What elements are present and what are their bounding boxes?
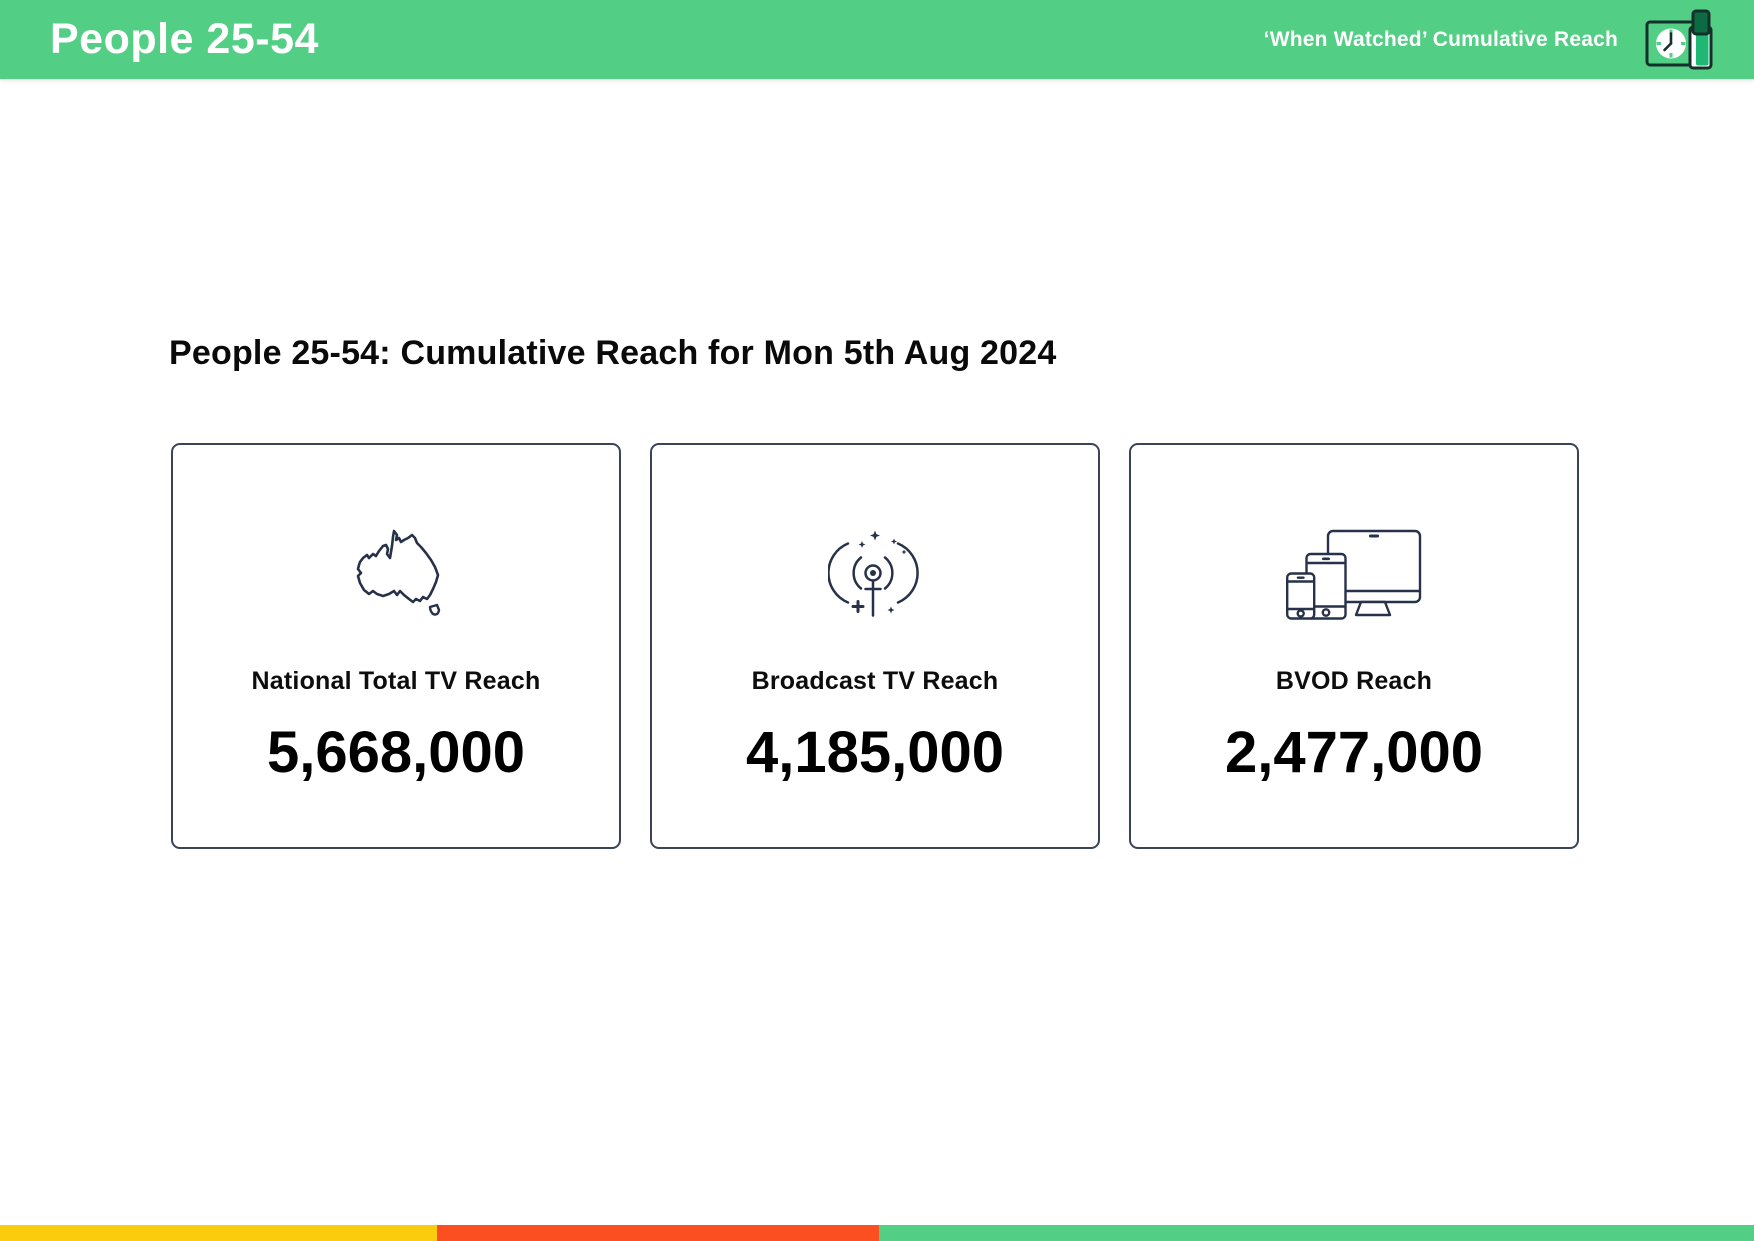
card-label: Broadcast TV Reach (751, 667, 999, 695)
card-label: BVOD Reach (1275, 667, 1433, 695)
report-heading: People 25-54: Cumulative Reach for Mon 5… (169, 334, 1057, 372)
multi-device-icon (1285, 529, 1421, 620)
header-right-group: ‘When Watched’ Cumulative Reach (1264, 9, 1718, 71)
green-segment (878, 1225, 1754, 1241)
card-value: 2,477,000 (1224, 720, 1484, 786)
card-bvod-reach: BVOD Reach 2,477,000 (1129, 443, 1579, 849)
stat-cards-row: National Total TV Reach 5,668,000 (171, 443, 1579, 849)
footer-color-bar (0, 1225, 1754, 1241)
card-broadcast-tv-reach: Broadcast TV Reach 4,185,000 (650, 443, 1100, 849)
when-watched-logo (1645, 9, 1713, 69)
card-value: 5,668,000 (266, 720, 526, 786)
phone-icon (1688, 9, 1713, 69)
card-value: 4,185,000 (745, 720, 1005, 786)
card-label: National Total TV Reach (251, 667, 541, 695)
header-subtitle: ‘When Watched’ Cumulative Reach (1263, 27, 1618, 51)
broadcast-signal-icon (828, 530, 919, 617)
red-segment (436, 1225, 879, 1241)
header-bar: People 25-54 ‘When Watched’ Cumulative R… (0, 0, 1754, 79)
australia-map-icon (356, 529, 441, 616)
page-title: People 25-54 (50, 15, 319, 63)
card-national-total-tv-reach: National Total TV Reach 5,668,000 (171, 443, 621, 849)
yellow-segment (0, 1225, 437, 1241)
